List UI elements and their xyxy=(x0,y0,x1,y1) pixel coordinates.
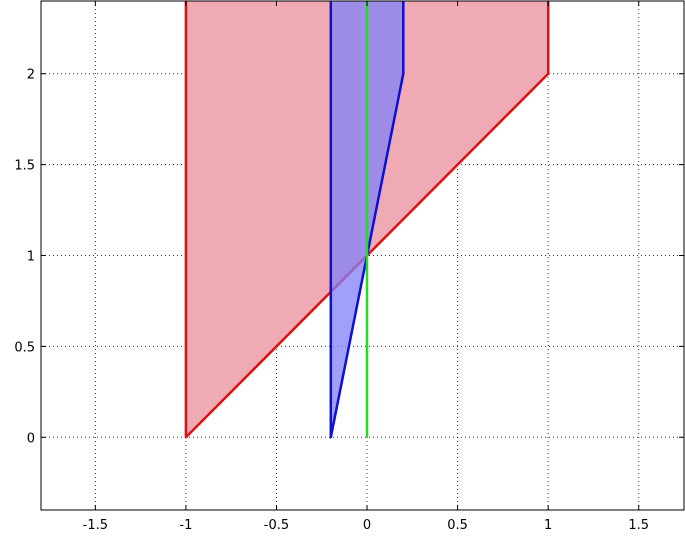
plot-frame xyxy=(40,0,685,511)
x-tick-label: 1.5 xyxy=(628,518,649,533)
ticks-layer: -1.5 -1 -0.5 0 0.5 1 1.5 0 0.5 1 1.5 2 xyxy=(14,1,684,533)
x-tick-label: -0.5 xyxy=(264,518,289,533)
x-tick-label: 0.5 xyxy=(447,518,468,533)
x-tick-label: 1 xyxy=(544,518,552,533)
series-layer xyxy=(184,1,550,439)
y-tick-label: 1 xyxy=(27,250,35,265)
y-tick-label: 0 xyxy=(27,431,35,446)
y-tick-label: 0.5 xyxy=(14,340,35,355)
y-tick-label: 2 xyxy=(27,68,35,83)
x-tick-label: -1 xyxy=(179,518,192,533)
y-tick-label: 1.5 xyxy=(14,159,35,174)
x-tick-label: 0 xyxy=(363,518,371,533)
x-tick-label: -1.5 xyxy=(83,518,108,533)
